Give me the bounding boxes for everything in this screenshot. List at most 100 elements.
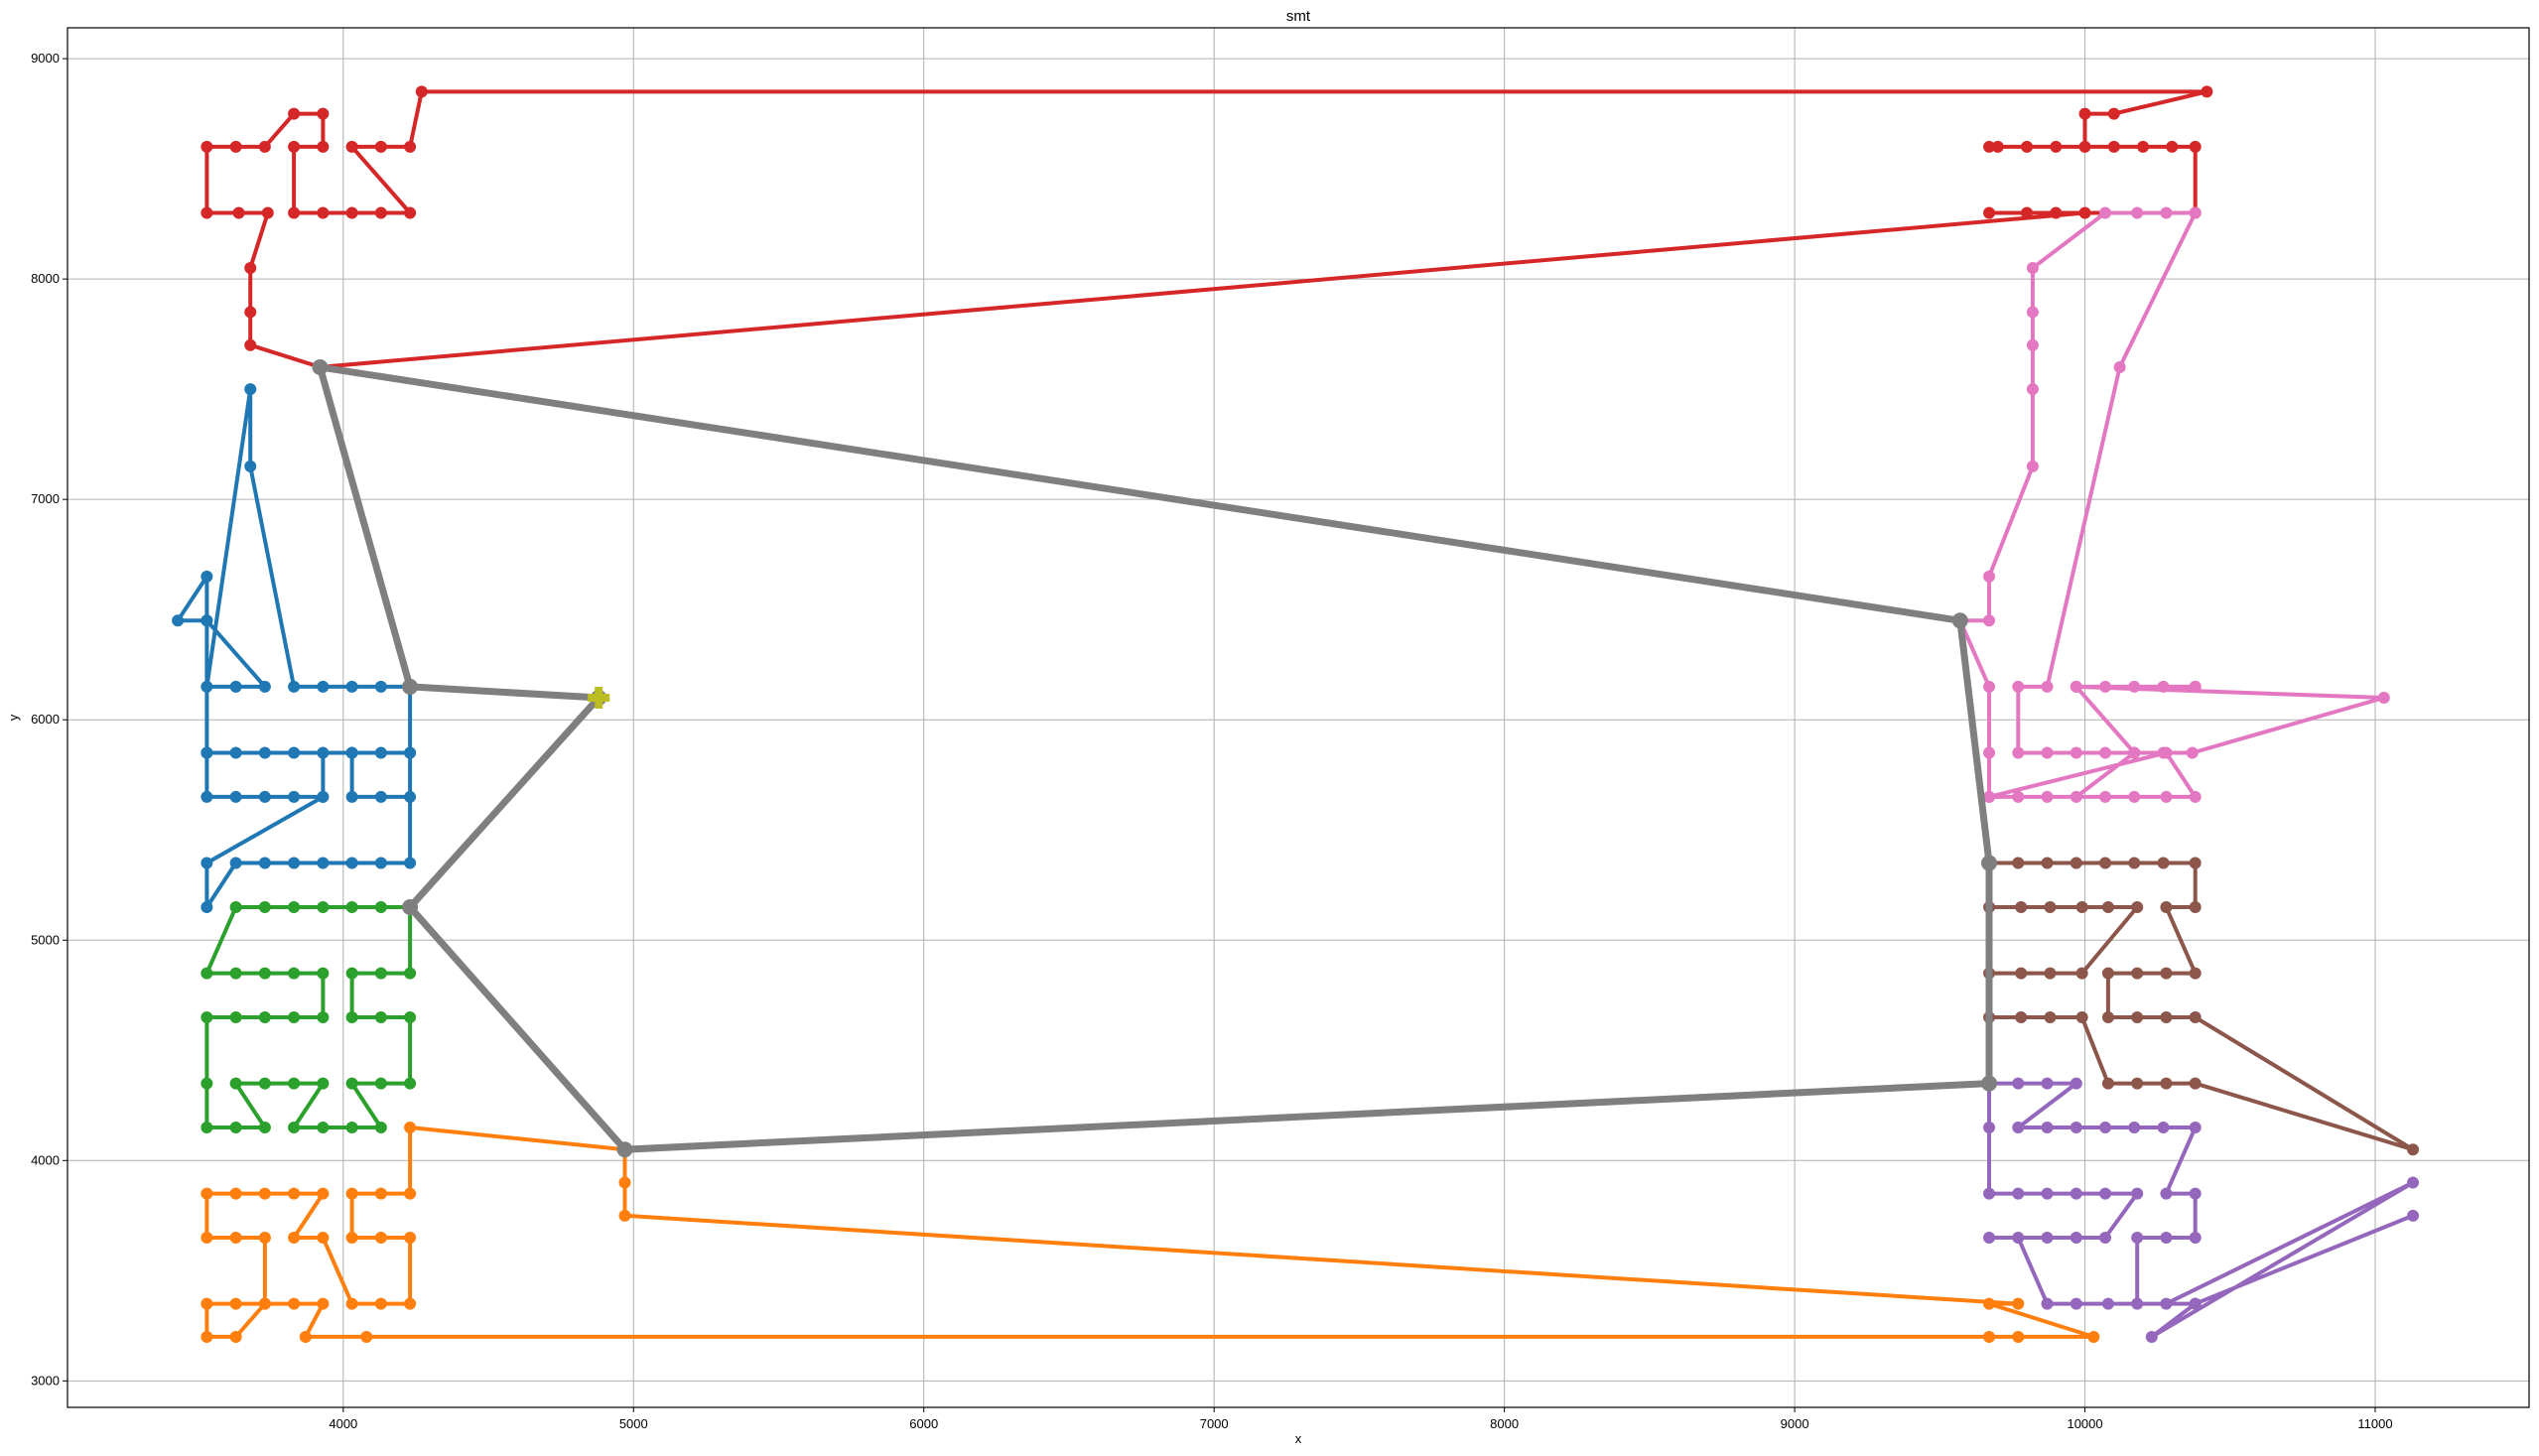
data-point: [1991, 140, 2004, 153]
data-point: [345, 857, 358, 869]
data-point: [2012, 790, 2025, 803]
data-point: [2070, 680, 2082, 693]
y-tick-label: 7000: [31, 491, 60, 506]
data-point: [2041, 680, 2054, 693]
data-point: [2021, 140, 2034, 153]
series-5: [1983, 857, 2420, 1156]
data-point: [2050, 206, 2063, 219]
data-point: [258, 140, 271, 153]
data-point: [200, 746, 213, 759]
x-tick-label: 11000: [2357, 1416, 2392, 1431]
data-point: [2070, 1077, 2082, 1090]
series-trunk: [312, 358, 1998, 1158]
data-point: [2015, 967, 2028, 980]
data-point: [402, 898, 419, 915]
data-point: [1983, 1330, 1996, 1343]
data-point: [374, 1232, 387, 1245]
data-point: [2026, 306, 2039, 319]
data-point: [317, 107, 330, 120]
data-point: [299, 1330, 312, 1343]
data-point: [2189, 967, 2202, 980]
data-point: [2160, 790, 2173, 803]
data-point: [2189, 140, 2202, 153]
data-point: [2012, 1122, 2025, 1134]
data-point: [229, 900, 242, 913]
data-point: [317, 140, 330, 153]
data-point: [2107, 107, 2120, 120]
data-point: [2131, 1077, 2144, 1090]
data-point: [2070, 1187, 2082, 1200]
data-point: [258, 746, 271, 759]
data-point: [2099, 1122, 2112, 1134]
data-point: [1983, 1232, 1996, 1245]
y-tick-label: 9000: [31, 51, 60, 66]
data-point: [229, 1330, 242, 1343]
data-point: [1983, 1122, 1996, 1134]
data-point: [2201, 85, 2213, 98]
data-point: [2160, 1077, 2173, 1090]
data-point: [2070, 857, 2082, 869]
data-point: [618, 1176, 631, 1189]
data-point: [1951, 612, 1968, 629]
y-axis-label: y: [6, 714, 21, 721]
data-point: [345, 1297, 358, 1310]
data-point: [288, 1010, 301, 1023]
data-point: [244, 306, 257, 319]
data-point: [258, 1077, 271, 1090]
data-point: [258, 1010, 271, 1023]
data-point: [2041, 1077, 2054, 1090]
data-point: [1983, 1187, 1996, 1200]
data-point: [2070, 1122, 2082, 1134]
data-point: [258, 967, 271, 980]
data-point: [317, 790, 330, 803]
y-tick-label: 6000: [31, 712, 60, 727]
data-point: [288, 900, 301, 913]
data-point: [2160, 206, 2173, 219]
grid: [67, 28, 2529, 1407]
x-tick-label: 5000: [619, 1416, 648, 1431]
data-point: [404, 1122, 417, 1134]
data-point: [232, 206, 245, 219]
data-point: [2070, 1297, 2082, 1310]
data-point: [2131, 967, 2144, 980]
data-point: [374, 1010, 387, 1023]
data-point: [317, 900, 330, 913]
data-point: [288, 140, 301, 153]
data-point: [2107, 140, 2120, 153]
data-point: [374, 206, 387, 219]
data-point: [244, 262, 257, 275]
data-point: [2078, 107, 2091, 120]
data-point: [2131, 1297, 2144, 1310]
data-point: [374, 967, 387, 980]
plot-frame: [67, 27, 2530, 1408]
data-point: [374, 1187, 387, 1200]
data-point: [2128, 790, 2141, 803]
data-point: [2189, 680, 2202, 693]
series-0: [200, 85, 2213, 373]
data-point: [374, 1122, 387, 1134]
data-point: [229, 1232, 242, 1245]
data-point: [288, 967, 301, 980]
y-tick-label: 4000: [31, 1152, 60, 1167]
data-point: [345, 1232, 358, 1245]
data-point: [2041, 1122, 2054, 1134]
data-point: [404, 746, 417, 759]
data-point: [374, 140, 387, 153]
data-point: [2099, 680, 2112, 693]
series-3: [200, 1122, 2100, 1343]
data-point: [2070, 746, 2082, 759]
data-point: [2026, 262, 2039, 275]
data-point: [1983, 570, 1996, 583]
data-point: [1983, 140, 1996, 153]
data-point: [2189, 857, 2202, 869]
data-point: [2015, 1010, 2028, 1023]
data-point: [2099, 790, 2112, 803]
data-point: [2012, 1232, 2025, 1245]
data-point: [2160, 1232, 2173, 1245]
data-point: [2113, 360, 2126, 373]
x-axis-label: x: [1295, 1431, 1302, 1446]
data-point: [288, 1187, 301, 1200]
data-point: [374, 790, 387, 803]
data-point: [1981, 1075, 1998, 1092]
